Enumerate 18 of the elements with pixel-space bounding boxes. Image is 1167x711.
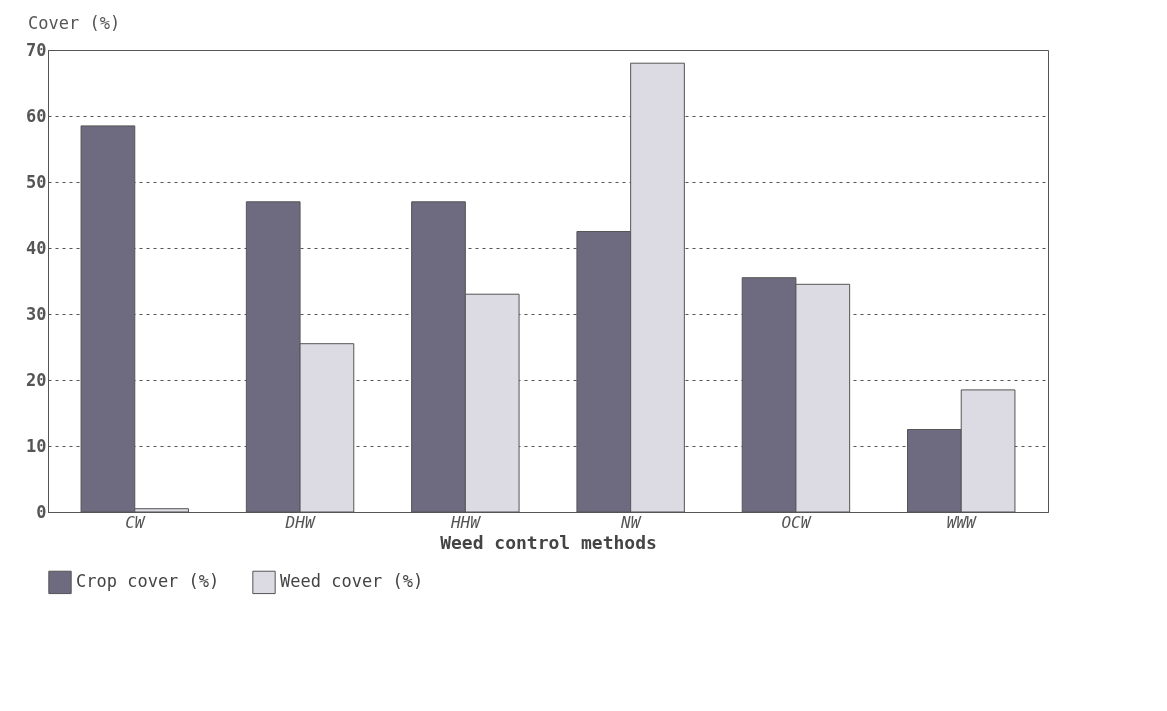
y-axis-title: Cover (%) (28, 13, 121, 33)
y-tick-label: 20 (26, 369, 47, 390)
x-tick-label: CW (125, 512, 146, 532)
y-tick-label: 60 (26, 105, 47, 126)
y-tick-label: 0 (36, 501, 47, 522)
x-tick-label: WWW (946, 512, 978, 532)
legend-label: Weed cover (%) (280, 571, 424, 592)
x-tick-label: OCW (781, 512, 812, 532)
y-tick-label: 50 (26, 171, 47, 192)
y-tick-label: 70 (26, 39, 47, 60)
x-tick-label: DHW (284, 512, 316, 532)
x-axis-title: Weed control methods (440, 531, 657, 553)
legend-label: Crop cover (%) (76, 571, 220, 592)
y-tick-label: 40 (26, 237, 47, 258)
x-tick-label: NW (620, 512, 642, 532)
y-tick-label: 30 (26, 303, 47, 324)
y-tick-label: 10 (26, 435, 47, 456)
x-tick-label: HHW (449, 512, 482, 532)
